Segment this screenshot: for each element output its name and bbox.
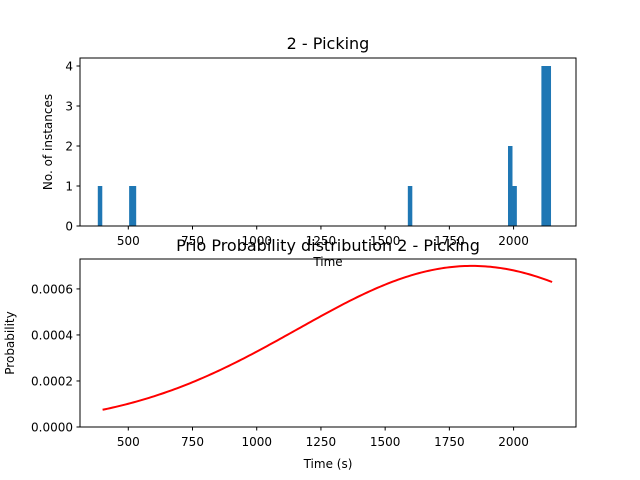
histogram-bar [97,186,103,226]
histogram-x-ticks: 500 750 1000 1250 1500 1750 2000 [117,226,529,248]
histogram-x-tick-label: 750 [181,234,204,248]
probability-x-tick-label: 750 [181,435,204,449]
histogram-bar [546,66,552,226]
histogram-bar [507,146,513,226]
probability-title: Prio Probability distribution 2 - Pickin… [176,236,480,255]
probability-x-tick-label: 1250 [306,435,337,449]
probability-y-label: Probability [3,311,17,374]
histogram-bars [97,66,552,226]
histogram-x-tick-label: 500 [117,234,140,248]
histogram-y-label: No. of instances [41,94,55,190]
histogram-y-tick-label: 2 [65,140,73,154]
histogram-bar [129,186,134,226]
histogram-x-tick-label: 1250 [306,234,337,248]
probability-x-tick-label: 1750 [434,435,465,449]
probability-frame [79,258,577,428]
histogram-bar [131,186,137,226]
histogram-x-label: Time [312,255,342,269]
probability-y-tick-label: 0.0006 [31,282,73,296]
probability-subplot: 500 750 1000 1250 1500 1750 2000 0.00000.00020… [3,236,577,471]
histogram-title: 2 - Picking [287,34,370,53]
histogram-x-tick-label: 1500 [370,234,401,248]
probability-x-tick-label: 1000 [241,435,272,449]
histogram-x-tick-label: 1750 [434,234,465,248]
histogram-y-ticks: 0 1 2 3 4 [65,60,80,234]
histogram-subplot: 2 - Picking 500 750 1000 1250 1500 1750 2000 0… [41,34,577,269]
histogram-bar [543,66,549,226]
histogram-x-tick-label: 2000 [498,234,529,248]
probability-curve [102,264,553,411]
probability-x-ticks: 500 750 1000 1250 1500 1750 2000 [117,427,529,449]
histogram-bar [512,186,517,226]
histogram-x-tick-label: 1000 [241,234,272,248]
probability-x-tick-label: 2000 [498,435,529,449]
probability-y-tick-label: 0.0004 [31,328,73,342]
histogram-bar [541,66,546,226]
probability-x-tick-label: 500 [117,435,140,449]
histogram-y-tick-label: 3 [65,100,73,114]
histogram-y-tick-label: 4 [65,60,73,74]
probability-y-tick-label: 0.0002 [31,374,73,388]
probability-x-tick-label: 1500 [370,435,401,449]
probability-line-layer [102,264,553,411]
histogram-frame [79,57,577,227]
probability-y-ticks: 0.0000 0.0002 0.0004 0.0006 [31,282,80,435]
probability-x-label: Time (s) [303,457,353,471]
histogram-bar [407,186,413,226]
probability-y-tick-label: 0.0000 [31,421,73,435]
histogram-y-tick-label: 1 [65,180,73,194]
histogram-y-tick-label: 0 [65,220,73,234]
